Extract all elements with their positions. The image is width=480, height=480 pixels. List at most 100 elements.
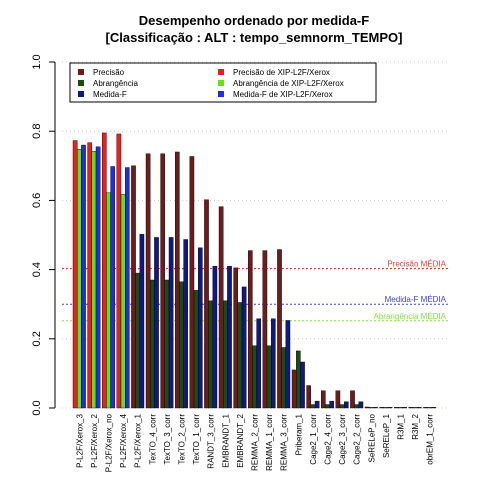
bar [325,404,330,409]
legend: Precisão Abrangência Medida-F Precisão de X… [69,62,377,103]
legend-swatch [78,69,84,75]
bar [179,281,184,409]
chart-title: Desempenho ordenado por medida-F [139,13,369,28]
x-category-label: Cage2_4_corr [324,414,333,465]
x-category-label: P-L2F/Xerox_no [105,413,114,472]
legend-label: Medida-F de XIP-L2F/Xerox [233,90,333,99]
bar [212,265,218,409]
bar [233,267,239,409]
bar [296,350,301,409]
y-axis: 0.0 0.2 0.4 0.6 0.8 1.0 [31,54,56,416]
legend-label: Precisão [93,68,125,77]
chart-subtitle: [Classificação : ALT : tempo_semnorm_TEM… [106,30,403,45]
bar [95,146,101,409]
x-category-label: P-L2F/Xerox_3 [75,413,84,467]
y-tick-label: 0.8 [31,124,43,139]
bar [281,347,287,409]
bar [91,151,97,409]
bar [110,166,115,409]
bar [120,193,126,409]
bar [124,167,130,409]
bar [398,407,403,409]
bar [350,390,355,409]
bar [106,192,111,409]
x-category-label: EMBRANDT_1 [221,413,230,467]
bar [379,407,385,409]
x-axis: P-L2F/Xerox_3 P-L2F/Xerox_2 P-L2F/Xerox_no… [75,413,434,472]
bars [72,132,437,409]
legend-swatch [218,80,224,86]
bar [101,132,107,409]
y-tick-label: 1.0 [31,54,43,69]
bar [358,401,364,409]
bar [149,279,155,409]
x-category-label: EMBRANDT_2 [236,413,245,467]
legend-label: Medida-F [93,90,127,99]
bar [408,407,414,409]
x-category-label: R3M_2 [411,413,420,439]
y-tick-label: 0.0 [31,400,43,415]
bar [314,400,320,409]
bar [135,272,141,409]
x-category-label: SeRELeP_no [367,413,376,462]
bar [241,286,247,409]
bar [402,407,408,409]
bar [183,239,189,409]
bar [387,407,393,409]
x-category-label: R3M_1 [397,413,406,439]
bar [277,249,282,409]
bar [218,206,224,409]
bar [300,361,305,409]
x-category-label: REMMA_2_corr [251,414,260,471]
bar [383,407,389,409]
x-category-label: Priberam_1 [294,413,303,455]
x-category-label: REMMA_1_corr [265,414,274,471]
bar [427,407,433,409]
bar [354,404,360,409]
bar [139,234,145,409]
bar [197,247,203,409]
bar [87,142,92,409]
y-tick-label: 0.4 [31,262,43,277]
x-category-label: TexTO_4_corr [148,414,157,465]
x-category-label: Cage2_1_corr [309,414,318,465]
bar [131,165,136,409]
x-category-label: TexTO_1_corr [192,414,201,465]
reference-line-label: Medida-F MÉDIA [385,295,447,304]
x-category-label: TexTO_2_corr [178,414,187,465]
legend-label: Precisão de XIP-L2F/Xerox [233,68,330,77]
bar [247,250,253,409]
x-category-label: Cage2_3_corr [338,414,347,465]
bar [285,320,291,409]
reference-line-label: Abrangência MÉDIA [374,312,447,321]
bar [291,369,297,409]
bar [373,407,378,409]
bar [168,237,174,409]
bar [417,407,422,409]
bar [145,153,151,409]
bar [222,300,228,409]
bar [227,265,232,409]
y-tick-label: 0.6 [31,193,43,208]
bar [208,300,214,409]
bar [271,318,276,409]
bar [321,390,326,409]
bar [266,345,272,409]
x-category-label: RANDT_3_corr [207,414,216,469]
bar [252,345,257,409]
bar [310,404,316,409]
x-category-label: Cage2_2_corr [353,414,362,465]
bar [423,407,428,409]
x-category-label: obrEM_1_corr [426,414,435,465]
bar [262,250,268,409]
bar [72,140,78,409]
bar [237,302,243,409]
bar [116,133,122,409]
bar [81,144,86,409]
bar [394,407,399,409]
bar [204,199,209,409]
bar [335,390,341,409]
bar [193,290,199,409]
bar [344,401,349,409]
